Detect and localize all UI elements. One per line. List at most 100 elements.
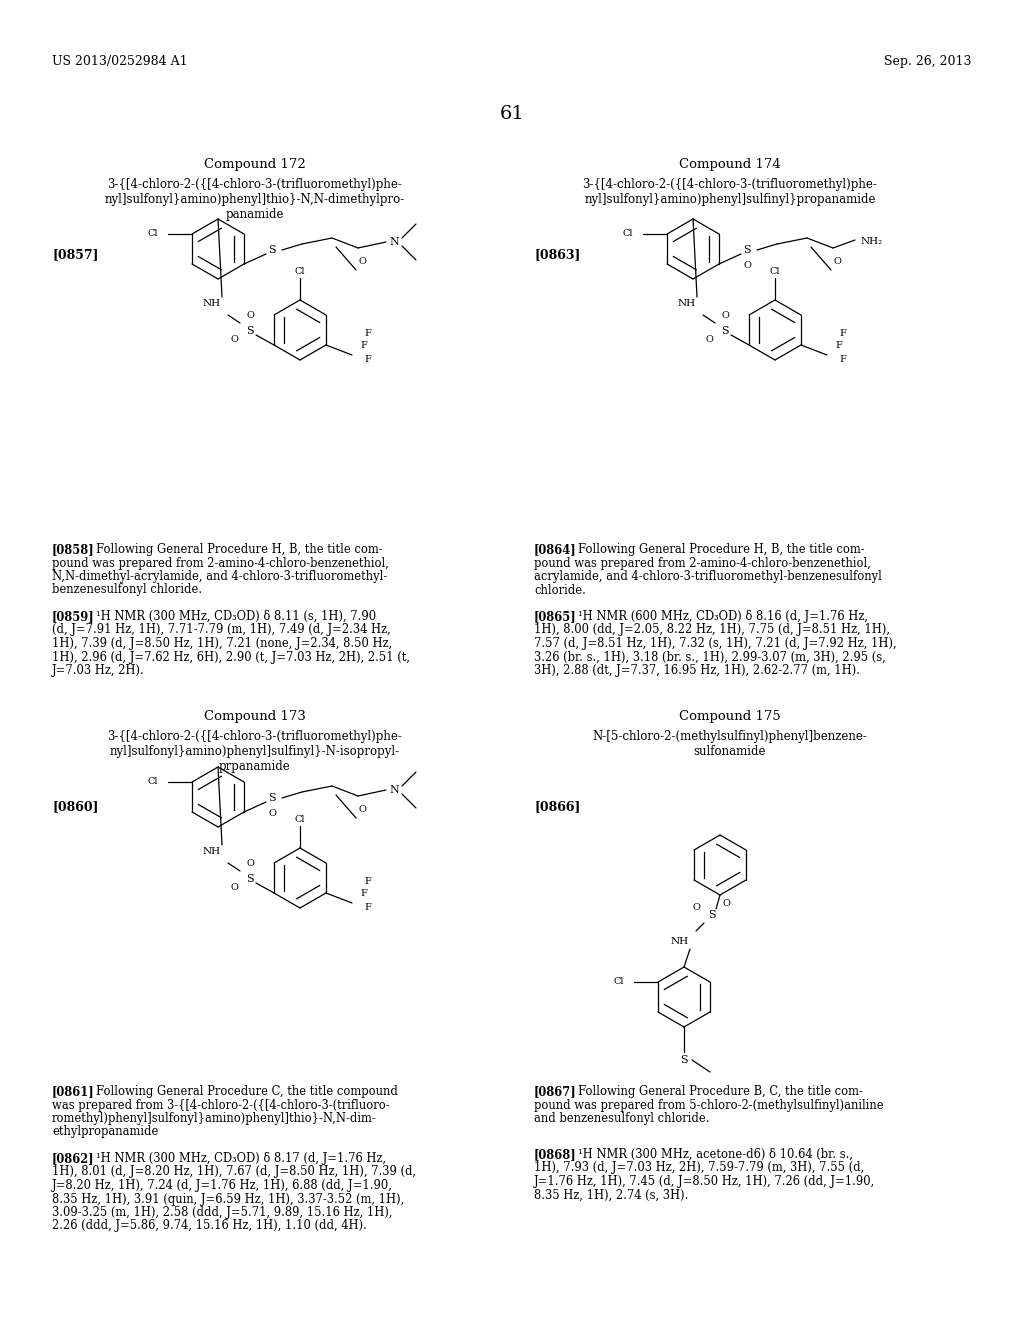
Text: 3.09-3.25 (m, 1H), 2.58 (ddd, J=5.71, 9.89, 15.16 Hz, 1H),: 3.09-3.25 (m, 1H), 2.58 (ddd, J=5.71, 9.…	[52, 1206, 392, 1218]
Text: Cl: Cl	[295, 268, 305, 276]
Text: benzenesulfonyl chloride.: benzenesulfonyl chloride.	[52, 583, 202, 597]
Text: O: O	[230, 334, 238, 343]
Text: ¹H NMR (300 MHz, acetone-d6) δ 10.64 (br. s.,: ¹H NMR (300 MHz, acetone-d6) δ 10.64 (br…	[578, 1148, 853, 1162]
Text: pound was prepared from 5-chloro-2-(methylsulfinyl)aniline: pound was prepared from 5-chloro-2-(meth…	[534, 1098, 884, 1111]
Text: [0866]: [0866]	[534, 800, 581, 813]
Text: ethylpropanamide: ethylpropanamide	[52, 1126, 159, 1138]
Text: Compound 174: Compound 174	[679, 158, 781, 172]
Text: F: F	[365, 876, 372, 886]
Text: O: O	[358, 805, 366, 814]
Text: pound was prepared from 2-amino-4-chloro-benzenethiol,: pound was prepared from 2-amino-4-chloro…	[534, 557, 870, 569]
Text: was prepared from 3-{[4-chloro-2-({[4-chloro-3-(trifluoro-: was prepared from 3-{[4-chloro-2-({[4-ch…	[52, 1098, 389, 1111]
Text: J=1.76 Hz, 1H), 7.45 (d, J=8.50 Hz, 1H), 7.26 (dd, J=1.90,: J=1.76 Hz, 1H), 7.45 (d, J=8.50 Hz, 1H),…	[534, 1175, 876, 1188]
Text: [0862]: [0862]	[52, 1152, 94, 1166]
Text: Sep. 26, 2013: Sep. 26, 2013	[885, 55, 972, 69]
Text: S: S	[680, 1055, 688, 1065]
Text: Cl: Cl	[147, 230, 158, 239]
Text: 1H), 8.01 (d, J=8.20 Hz, 1H), 7.67 (d, J=8.50 Hz, 1H), 7.39 (d,: 1H), 8.01 (d, J=8.20 Hz, 1H), 7.67 (d, J…	[52, 1166, 416, 1179]
Text: Cl: Cl	[770, 268, 780, 276]
Text: 3-{[4-chloro-2-({[4-chloro-3-(trifluoromethyl)phe-
nyl]sulfonyl}amino)phenyl]sul: 3-{[4-chloro-2-({[4-chloro-3-(trifluorom…	[108, 730, 402, 774]
Text: N,N-dimethyl-acrylamide, and 4-chloro-3-trifluoromethyl-: N,N-dimethyl-acrylamide, and 4-chloro-3-…	[52, 570, 387, 583]
Text: [0858]: [0858]	[52, 543, 95, 556]
Text: [0864]: [0864]	[534, 543, 577, 556]
Text: 1H), 8.00 (dd, J=2.05, 8.22 Hz, 1H), 7.75 (d, J=8.51 Hz, 1H),: 1H), 8.00 (dd, J=2.05, 8.22 Hz, 1H), 7.7…	[534, 623, 890, 636]
Text: 2.26 (ddd, J=5.86, 9.74, 15.16 Hz, 1H), 1.10 (dd, 4H).: 2.26 (ddd, J=5.86, 9.74, 15.16 Hz, 1H), …	[52, 1220, 367, 1233]
Text: ¹H NMR (600 MHz, CD₃OD) δ 8.16 (d, J=1.76 Hz,: ¹H NMR (600 MHz, CD₃OD) δ 8.16 (d, J=1.7…	[578, 610, 868, 623]
Text: S: S	[268, 793, 275, 803]
Text: J=7.03 Hz, 2H).: J=7.03 Hz, 2H).	[52, 664, 144, 677]
Text: O: O	[721, 310, 729, 319]
Text: S: S	[709, 909, 716, 920]
Text: O: O	[246, 310, 254, 319]
Text: acrylamide, and 4-chloro-3-trifluoromethyl-benzenesulfonyl: acrylamide, and 4-chloro-3-trifluorometh…	[534, 570, 882, 583]
Text: Compound 172: Compound 172	[204, 158, 306, 172]
Text: Cl: Cl	[623, 230, 633, 239]
Text: Cl: Cl	[613, 978, 624, 986]
Text: 7.57 (d, J=8.51 Hz, 1H), 7.32 (s, 1H), 7.21 (d, J=7.92 Hz, 1H),: 7.57 (d, J=8.51 Hz, 1H), 7.32 (s, 1H), 7…	[534, 638, 897, 649]
Text: S: S	[268, 246, 275, 255]
Text: O: O	[358, 257, 366, 267]
Text: J=8.20 Hz, 1H), 7.24 (d, J=1.76 Hz, 1H), 6.88 (dd, J=1.90,: J=8.20 Hz, 1H), 7.24 (d, J=1.76 Hz, 1H),…	[52, 1179, 393, 1192]
Text: 8.35 Hz, 1H), 3.91 (quin, J=6.59 Hz, 1H), 3.37-3.52 (m, 1H),: 8.35 Hz, 1H), 3.91 (quin, J=6.59 Hz, 1H)…	[52, 1192, 404, 1205]
Text: Compound 175: Compound 175	[679, 710, 781, 723]
Text: S: S	[246, 874, 254, 884]
Text: 61: 61	[500, 106, 524, 123]
Text: F: F	[360, 341, 368, 350]
Text: F: F	[836, 341, 843, 350]
Text: O: O	[268, 809, 275, 818]
Text: NH: NH	[678, 300, 696, 309]
Text: [0861]: [0861]	[52, 1085, 95, 1098]
Text: 3-{[4-chloro-2-({[4-chloro-3-(trifluoromethyl)phe-
nyl]sulfonyl}amino)phenyl]thi: 3-{[4-chloro-2-({[4-chloro-3-(trifluorom…	[104, 178, 406, 220]
Text: and benzenesulfonyl chloride.: and benzenesulfonyl chloride.	[534, 1111, 710, 1125]
Text: Compound 173: Compound 173	[204, 710, 306, 723]
Text: [0868]: [0868]	[534, 1148, 577, 1162]
Text: 1H), 7.39 (d, J=8.50 Hz, 1H), 7.21 (none, J=2.34, 8.50 Hz,: 1H), 7.39 (d, J=8.50 Hz, 1H), 7.21 (none…	[52, 638, 392, 649]
Text: 1H), 2.96 (d, J=7.62 Hz, 6H), 2.90 (t, J=7.03 Hz, 2H), 2.51 (t,: 1H), 2.96 (d, J=7.62 Hz, 6H), 2.90 (t, J…	[52, 651, 410, 664]
Text: US 2013/0252984 A1: US 2013/0252984 A1	[52, 55, 187, 69]
Text: N-[5-chloro-2-(methylsulfinyl)phenyl]benzene-
sulfonamide: N-[5-chloro-2-(methylsulfinyl)phenyl]ben…	[593, 730, 867, 758]
Text: N: N	[389, 238, 399, 247]
Text: F: F	[365, 903, 372, 912]
Text: Following General Procedure C, the title compound: Following General Procedure C, the title…	[96, 1085, 398, 1098]
Text: 8.35 Hz, 1H), 2.74 (s, 3H).: 8.35 Hz, 1H), 2.74 (s, 3H).	[534, 1188, 688, 1201]
Text: S: S	[743, 246, 751, 255]
Text: O: O	[834, 257, 841, 267]
Text: F: F	[840, 329, 847, 338]
Text: F: F	[365, 355, 372, 363]
Text: O: O	[722, 899, 730, 908]
Text: F: F	[360, 888, 368, 898]
Text: [0859]: [0859]	[52, 610, 95, 623]
Text: [0865]: [0865]	[534, 610, 577, 623]
Text: NH: NH	[671, 936, 689, 945]
Text: NH₂: NH₂	[861, 238, 884, 247]
Text: Cl: Cl	[295, 816, 305, 825]
Text: (d, J=7.91 Hz, 1H), 7.71-7.79 (m, 1H), 7.49 (d, J=2.34 Hz,: (d, J=7.91 Hz, 1H), 7.71-7.79 (m, 1H), 7…	[52, 623, 391, 636]
Text: S: S	[246, 326, 254, 337]
Text: N: N	[389, 785, 399, 795]
Text: pound was prepared from 2-amino-4-chloro-benzenethiol,: pound was prepared from 2-amino-4-chloro…	[52, 557, 389, 569]
Text: ¹H NMR (300 MHz, CD₃OD) δ 8.11 (s, 1H), 7.90: ¹H NMR (300 MHz, CD₃OD) δ 8.11 (s, 1H), …	[96, 610, 376, 623]
Text: O: O	[706, 334, 713, 343]
Text: F: F	[840, 355, 847, 363]
Text: Following General Procedure B, C, the title com-: Following General Procedure B, C, the ti…	[578, 1085, 863, 1098]
Text: Cl: Cl	[147, 777, 158, 787]
Text: 3.26 (br. s., 1H), 3.18 (br. s., 1H), 2.99-3.07 (m, 3H), 2.95 (s,: 3.26 (br. s., 1H), 3.18 (br. s., 1H), 2.…	[534, 651, 886, 664]
Text: [0867]: [0867]	[534, 1085, 577, 1098]
Text: chloride.: chloride.	[534, 583, 586, 597]
Text: ¹H NMR (300 MHz, CD₃OD) δ 8.17 (d, J=1.76 Hz,: ¹H NMR (300 MHz, CD₃OD) δ 8.17 (d, J=1.7…	[96, 1152, 386, 1166]
Text: NH: NH	[203, 300, 221, 309]
Text: O: O	[246, 858, 254, 867]
Text: F: F	[365, 329, 372, 338]
Text: 3-{[4-chloro-2-({[4-chloro-3-(trifluoromethyl)phe-
nyl]sulfonyl}amino)phenyl]sul: 3-{[4-chloro-2-({[4-chloro-3-(trifluorom…	[583, 178, 878, 206]
Text: [0863]: [0863]	[534, 248, 581, 261]
Text: O: O	[692, 903, 700, 912]
Text: romethyl)phenyl]sulfonyl}amino)phenyl]thio}-N,N-dim-: romethyl)phenyl]sulfonyl}amino)phenyl]th…	[52, 1111, 377, 1125]
Text: [0860]: [0860]	[52, 800, 98, 813]
Text: Following General Procedure H, B, the title com-: Following General Procedure H, B, the ti…	[578, 543, 864, 556]
Text: S: S	[721, 326, 729, 337]
Text: Following General Procedure H, B, the title com-: Following General Procedure H, B, the ti…	[96, 543, 383, 556]
Text: 1H), 7.93 (d, J=7.03 Hz, 2H), 7.59-7.79 (m, 3H), 7.55 (d,: 1H), 7.93 (d, J=7.03 Hz, 2H), 7.59-7.79 …	[534, 1162, 864, 1175]
Text: O: O	[230, 883, 238, 891]
Text: O: O	[743, 261, 751, 271]
Text: [0857]: [0857]	[52, 248, 98, 261]
